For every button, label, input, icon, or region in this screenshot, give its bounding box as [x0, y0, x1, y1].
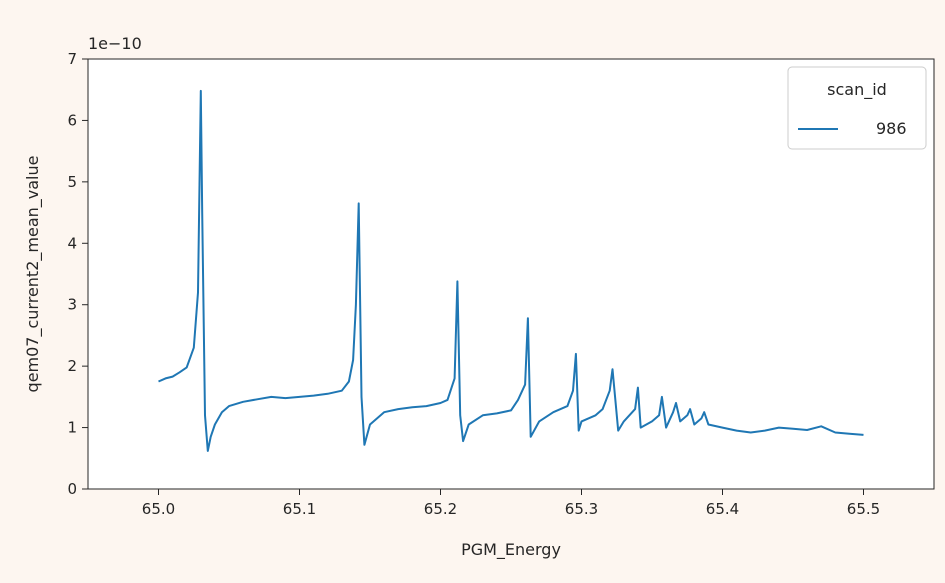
y-offset-label: 1e−10: [88, 34, 142, 53]
y-tick-label: 2: [67, 357, 77, 375]
axes-frame: [87, 58, 935, 490]
x-tick-label: 65.0: [142, 500, 175, 518]
x-tick-label: 65.3: [565, 500, 598, 518]
y-tick-label: 6: [67, 111, 77, 129]
x-tick-label: 65.2: [424, 500, 457, 518]
y-tick-label: 5: [67, 173, 77, 191]
x-tick-label: 65.5: [847, 500, 880, 518]
x-tick-label: 65.4: [706, 500, 739, 518]
y-tick-label: 0: [67, 480, 77, 498]
legend: scan_id 986: [787, 66, 927, 150]
y-tick-label: 7: [67, 50, 77, 68]
x-axis: 65.0 65.1 65.2 65.3 65.4 65.5: [142, 489, 880, 518]
y-axis: 0 1 2 3 4 5 6 7: [67, 50, 88, 498]
series-line-986: [158, 89, 864, 452]
x-tick-label: 65.1: [283, 500, 316, 518]
y-tick-label: 1: [67, 419, 77, 437]
series-layer: [158, 89, 864, 452]
x-axis-label: PGM_Energy: [461, 540, 561, 560]
legend-title: scan_id: [827, 80, 887, 100]
y-tick-label: 4: [67, 234, 77, 252]
y-tick-label: 3: [67, 296, 77, 314]
y-axis-label: qem07_current2_mean_value: [23, 156, 43, 393]
legend-label-986: 986: [876, 119, 907, 138]
